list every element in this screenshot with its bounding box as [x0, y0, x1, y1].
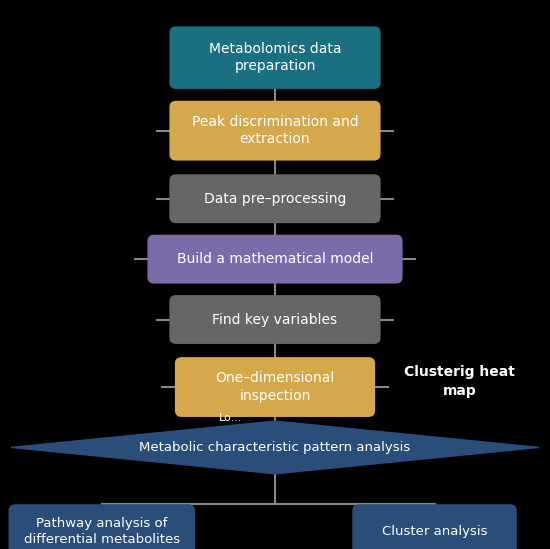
- Text: Metabolomics data
preparation: Metabolomics data preparation: [209, 42, 341, 74]
- Polygon shape: [11, 421, 539, 474]
- Text: Find key variables: Find key variables: [212, 312, 338, 327]
- Text: Metabolic characteristic pattern analysis: Metabolic characteristic pattern analysi…: [139, 441, 411, 454]
- FancyBboxPatch shape: [169, 175, 381, 223]
- FancyBboxPatch shape: [147, 235, 403, 283]
- Text: Build a mathematical model: Build a mathematical model: [177, 252, 373, 266]
- FancyBboxPatch shape: [175, 357, 375, 417]
- FancyBboxPatch shape: [169, 101, 381, 160]
- Text: Clusterig heat
map: Clusterig heat map: [404, 365, 515, 398]
- FancyBboxPatch shape: [8, 504, 195, 549]
- FancyBboxPatch shape: [169, 295, 381, 344]
- Text: Pathway analysis of
differential metabolites: Pathway analysis of differential metabol…: [24, 517, 180, 546]
- Text: Cluster analysis: Cluster analysis: [382, 525, 487, 538]
- FancyBboxPatch shape: [353, 504, 517, 549]
- Text: Peak discrimination and
extraction: Peak discrimination and extraction: [192, 115, 358, 147]
- FancyBboxPatch shape: [169, 26, 381, 89]
- Text: One–dimensional
inspection: One–dimensional inspection: [216, 371, 334, 403]
- Text: Data pre–processing: Data pre–processing: [204, 192, 346, 206]
- Text: Lo...: Lo...: [219, 413, 243, 423]
